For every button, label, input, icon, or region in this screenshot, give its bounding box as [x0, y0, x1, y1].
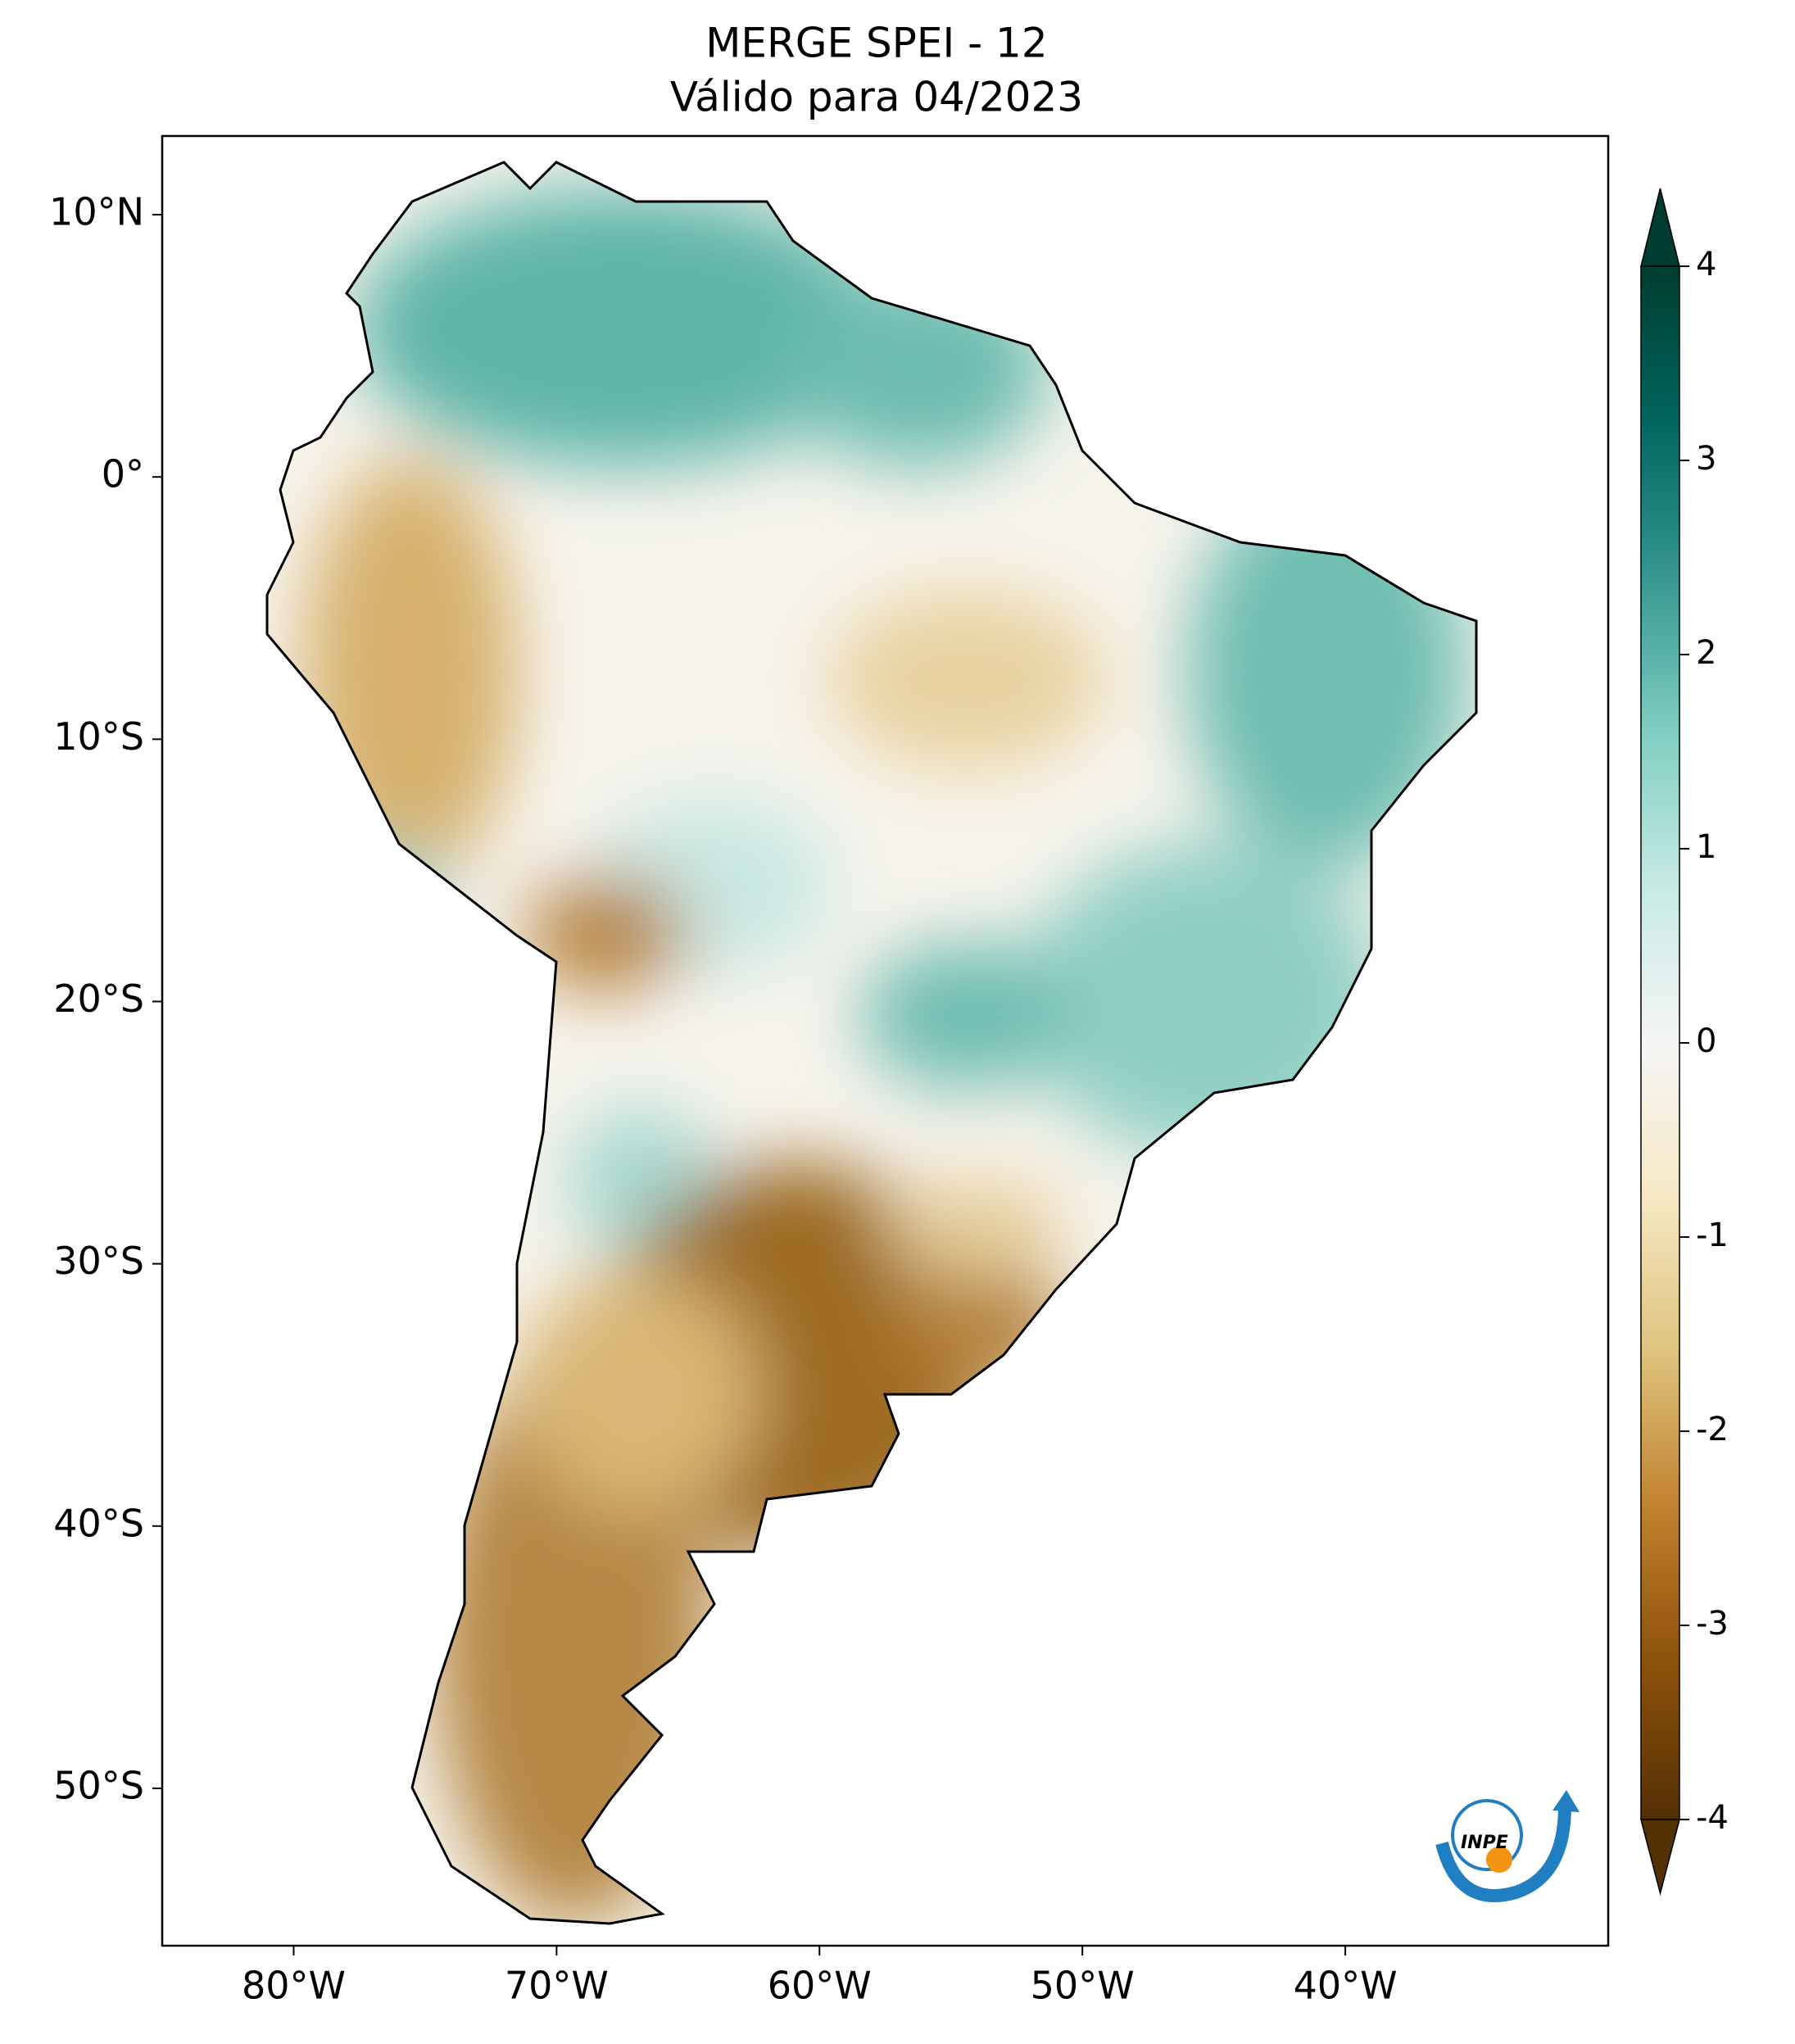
colorbar-extend-max: [1640, 188, 1680, 267]
colorbar-tick-label: 4: [1696, 246, 1716, 283]
colorbar-tick-label: 3: [1696, 440, 1716, 478]
colorbar-tick-label: -1: [1696, 1217, 1729, 1254]
title: MERGE SPEI - 12: [705, 20, 1047, 67]
x-tick-label: 80°W: [242, 1964, 346, 2008]
inpe-logo: INPE: [1435, 1790, 1580, 1902]
y-tick-label: 50°S: [53, 1763, 144, 1807]
subtitle: Válido para 04/2023: [670, 74, 1083, 121]
colorbar-tick-label: 2: [1696, 634, 1716, 672]
colorbar-tick-label: -4: [1696, 1799, 1729, 1837]
y-tick-label: 30°S: [53, 1239, 144, 1283]
x-tick-label: 70°W: [505, 1964, 609, 2008]
colorbar-tick-label: 0: [1696, 1022, 1716, 1060]
y-tick-label: 10°S: [53, 714, 144, 759]
x-tick-label: 60°W: [768, 1964, 872, 2008]
y-tick-label: 0°: [102, 452, 144, 496]
y-tick-label: 40°S: [53, 1501, 144, 1545]
colorbar-tick-label: -2: [1696, 1411, 1729, 1448]
colorbar-extend-min: [1640, 1819, 1680, 1896]
colorbar-tick-label: -3: [1696, 1605, 1729, 1643]
colorbar: [1640, 265, 1680, 1820]
colorbar-tick-label: 1: [1696, 828, 1716, 866]
y-tick-label: 20°S: [53, 977, 144, 1021]
logo-text: INPE: [1461, 1833, 1508, 1853]
y-tick-label: 10°N: [49, 190, 144, 234]
x-tick-label: 50°W: [1031, 1964, 1135, 2008]
x-tick-label: 40°W: [1294, 1964, 1398, 2008]
